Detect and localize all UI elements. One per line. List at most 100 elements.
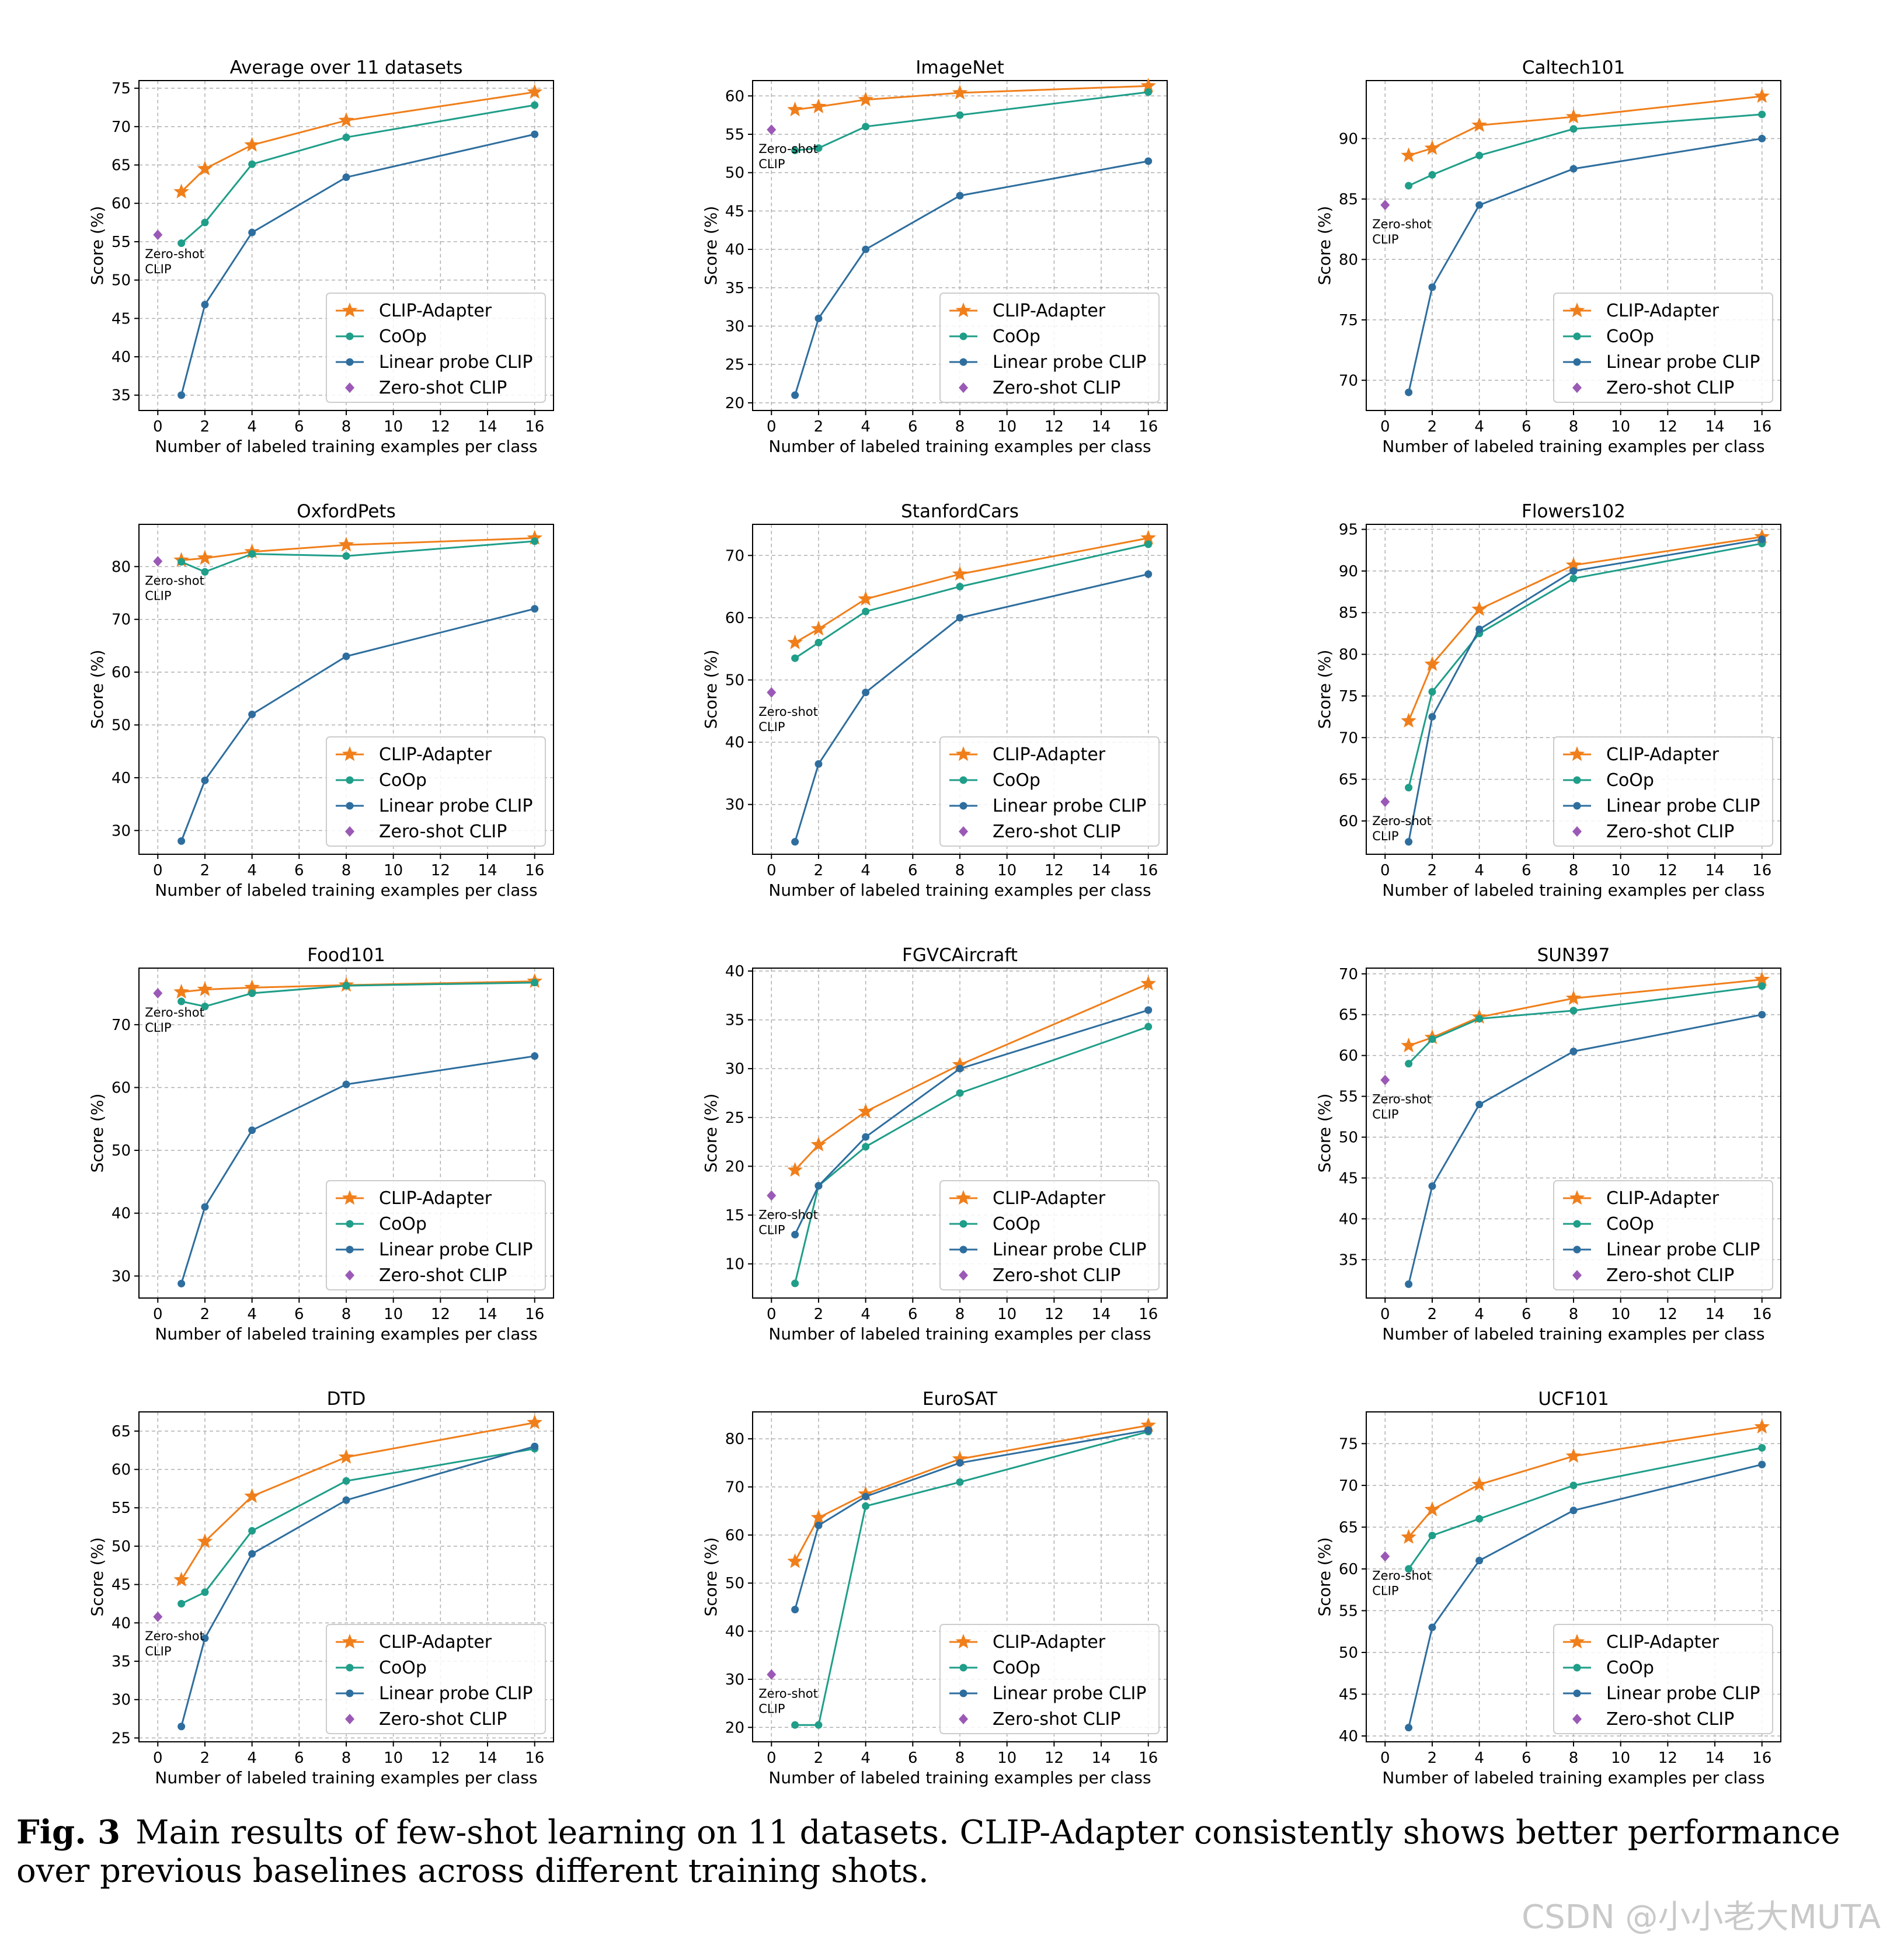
legend-label: Zero-shot CLIP: [993, 378, 1120, 398]
x-tick-label: 16: [525, 1306, 544, 1323]
zero-shot-annotation: Zero-shot: [1372, 1568, 1432, 1582]
x-tick-label: 12: [431, 1749, 450, 1767]
y-tick-label: 80: [1339, 646, 1358, 664]
chart-title: DTD: [327, 1389, 366, 1410]
y-axis-label: Score (%): [88, 650, 107, 729]
data-point: [791, 391, 799, 399]
legend-marker: [346, 802, 354, 810]
x-axis-label: Number of labeled training examples per …: [155, 881, 537, 900]
data-point: [862, 1502, 870, 1510]
legend-marker: [1569, 302, 1585, 318]
y-tick-label: 55: [1339, 1088, 1358, 1106]
y-tick-label: 40: [1339, 1210, 1358, 1228]
y-tick-label: 30: [725, 1671, 744, 1689]
y-tick-label: 50: [112, 717, 131, 735]
chart-panel: 0 2 4 6 8 10 12 14 16 35 40 45 50 55 60 65 70 SUN397 Numbe…: [1315, 945, 1781, 1344]
x-tick-label: 6: [294, 418, 304, 436]
data-point: [810, 1136, 827, 1151]
data-point: [153, 556, 163, 567]
legend-label: CoOp: [993, 770, 1040, 791]
y-tick-label: 40: [725, 241, 744, 259]
y-tick-label: 50: [1339, 1644, 1358, 1662]
zero-shot-annotation: Zero-shot: [1372, 217, 1432, 231]
x-tick-label: 10: [997, 862, 1017, 879]
x-tick-label: 16: [1139, 1749, 1158, 1767]
x-tick-label: 0: [153, 1749, 163, 1767]
chart-panel: 0 2 4 6 8 10 12 14 16 60 65 70 75 80 85 90 95 Flowers102 N…: [1315, 501, 1781, 900]
y-tick-label: 40: [112, 770, 131, 787]
data-point: [1475, 151, 1484, 159]
x-tick-label: 4: [247, 1306, 257, 1323]
zero-shot-annotation: Zero-shot: [758, 142, 818, 156]
legend-label: Linear probe CLIP: [993, 352, 1146, 373]
legend-marker: [1569, 1190, 1585, 1205]
zero-shot-annotation: CLIP: [758, 157, 785, 171]
y-tick-label: 30: [725, 1060, 744, 1078]
y-tick-label: 25: [112, 1730, 131, 1747]
legend-marker: [959, 776, 967, 784]
data-point: [342, 133, 350, 141]
data-point: [1758, 1444, 1766, 1452]
zero-shot-annotation: Zero-shot: [758, 705, 818, 719]
x-tick-label: 2: [814, 862, 824, 879]
x-tick-label: 2: [200, 418, 210, 436]
x-axis-label: Number of labeled training examples per …: [1382, 881, 1764, 900]
y-tick-label: 35: [725, 280, 744, 297]
legend-box: [326, 736, 546, 847]
legend-marker: [1569, 1634, 1585, 1649]
zero-shot-annotation: CLIP: [758, 720, 785, 734]
y-tick-label: 80: [725, 1431, 744, 1448]
legend-marker: [346, 1220, 354, 1228]
data-point: [956, 1064, 964, 1073]
y-tick-label: 60: [1339, 813, 1358, 830]
y-tick-label: 65: [112, 157, 131, 175]
legend-marker: [1572, 1714, 1582, 1724]
zero-shot-annotation: CLIP: [145, 589, 171, 603]
legend-marker: [346, 332, 354, 340]
x-axis-label: Number of labeled training examples per …: [1382, 1324, 1764, 1344]
legend-box: [1553, 736, 1773, 847]
legend-label: Linear probe CLIP: [993, 796, 1146, 816]
y-tick-label: 70: [1339, 1477, 1358, 1495]
y-tick-label: 85: [1339, 191, 1358, 208]
data-point: [1405, 182, 1413, 190]
chart-panel: 0 2 4 6 8 10 12 14 16 35 40 45 50 55 60 65 70 75 Average o…: [88, 57, 554, 456]
legend-label: Zero-shot CLIP: [379, 1265, 507, 1286]
x-tick-label: 2: [1428, 862, 1437, 879]
data-point: [248, 710, 256, 718]
data-point: [1569, 567, 1578, 575]
data-point: [1475, 201, 1484, 209]
legend: CLIP-Adapter CoOp Linear probe CLIP Zero-sh…: [939, 736, 1160, 847]
legend-label: Linear probe CLIP: [1606, 1683, 1760, 1704]
x-tick-label: 0: [153, 418, 163, 436]
zero-shot-annotation: Zero-shot: [145, 1629, 204, 1643]
y-tick-label: 30: [112, 822, 131, 840]
series-line: [181, 537, 535, 561]
y-axis-label: Score (%): [88, 206, 107, 286]
data-point: [1144, 1006, 1153, 1014]
data-point: [531, 101, 539, 109]
legend-label: CLIP-Adapter: [993, 1188, 1106, 1209]
data-point: [1140, 975, 1156, 991]
data-point: [342, 1496, 350, 1504]
data-point: [1144, 1022, 1153, 1031]
data-point: [1428, 1532, 1436, 1540]
x-tick-label: 16: [1752, 1749, 1771, 1767]
y-tick-label: 65: [1339, 1519, 1358, 1536]
data-point: [531, 130, 539, 138]
data-point: [342, 982, 350, 990]
chart-panel: 0 2 4 6 8 10 12 14 16 25 30 35 40 45 50 55 60 65 DTD Number…: [88, 1389, 554, 1787]
x-tick-label: 14: [1091, 1306, 1111, 1323]
x-axis-label: Number of labeled training examples per …: [768, 437, 1151, 456]
data-point: [858, 590, 873, 606]
y-tick-label: 30: [725, 796, 744, 814]
legend-marker: [346, 358, 354, 366]
legend-label: CoOp: [993, 326, 1040, 347]
data-point: [1405, 1565, 1413, 1573]
chart-title: Flowers102: [1522, 501, 1625, 522]
x-tick-label: 12: [1045, 1306, 1064, 1323]
x-tick-label: 12: [1658, 1749, 1677, 1767]
chart-title: StanfordCars: [901, 501, 1019, 522]
data-point: [1569, 575, 1578, 583]
legend-label: CLIP-Adapter: [993, 744, 1106, 765]
